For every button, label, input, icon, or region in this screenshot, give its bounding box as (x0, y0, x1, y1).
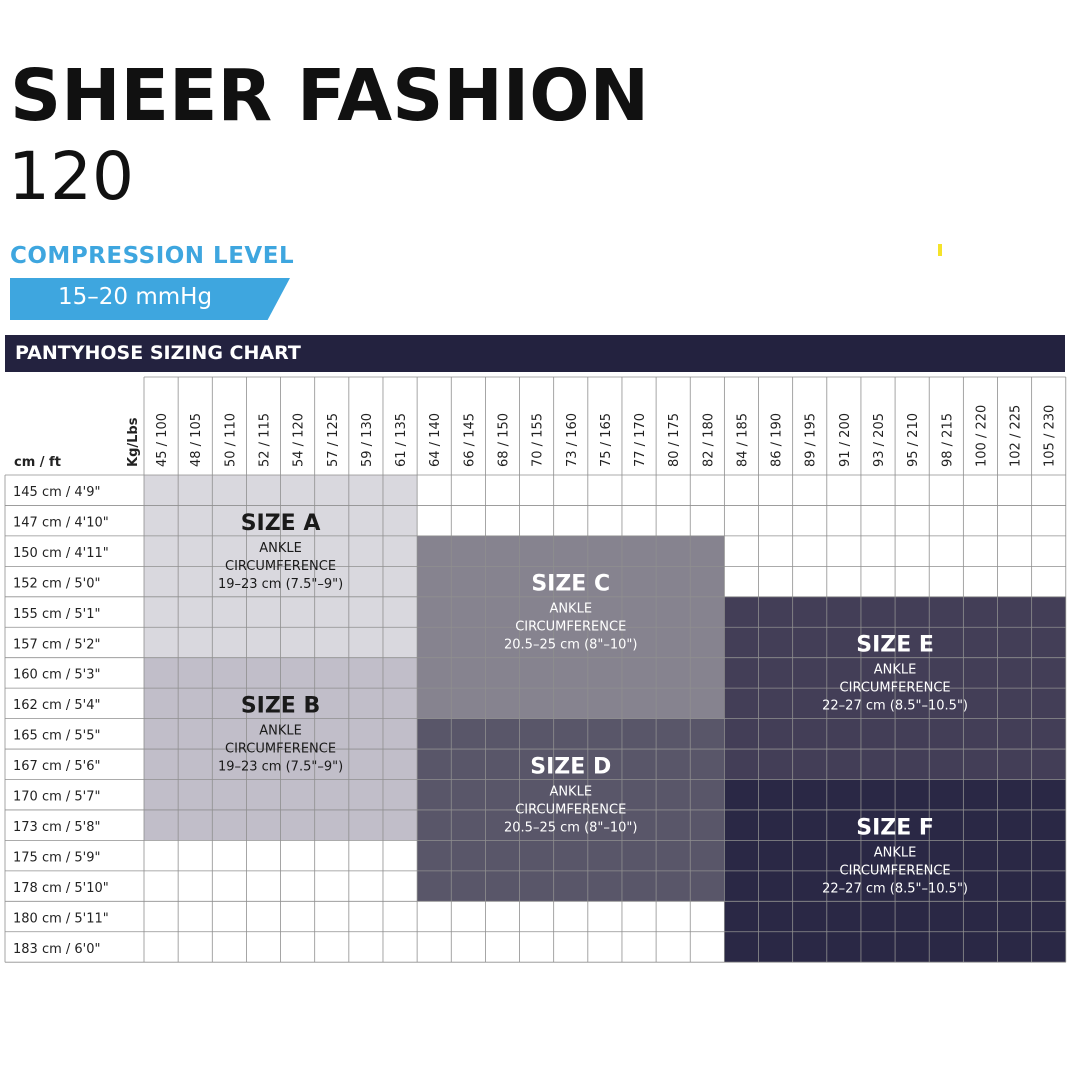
row-label: 150 cm / 4'11" (13, 546, 109, 561)
size-detail-label: CIRCUMFERENCE (840, 863, 951, 878)
compression-value: 15–20 mmHg (58, 284, 213, 310)
size-detail-label: ANKLE (549, 784, 592, 799)
column-header-label: 93 / 205 (872, 413, 887, 467)
size-name-label: SIZE D (530, 754, 611, 779)
column-header-label: 64 / 140 (428, 413, 443, 467)
column-header-label: 54 / 120 (292, 413, 307, 467)
product-number: 120 (8, 138, 134, 215)
size-name-label: SIZE A (241, 511, 321, 536)
row-label: 147 cm / 4'10" (13, 515, 109, 530)
column-header-label: 75 / 165 (599, 413, 614, 467)
column-header-label: 45 / 100 (155, 413, 170, 467)
row-label: 170 cm / 5'7" (13, 790, 101, 805)
column-header-label: 89 / 195 (804, 413, 819, 467)
column-header-label: 86 / 190 (770, 413, 785, 467)
size-detail-label: 20.5–25 cm (8"–10") (504, 638, 637, 653)
column-header-label: 66 / 145 (462, 413, 477, 467)
size-detail-label: CIRCUMFERENCE (515, 802, 626, 817)
column-header-label: 105 / 230 (1043, 405, 1058, 467)
column-header-label: 57 / 125 (326, 413, 341, 467)
row-label: 155 cm / 5'1" (13, 607, 101, 622)
size-detail-label: 20.5–25 cm (8"–10") (504, 820, 637, 835)
row-label: 175 cm / 5'9" (13, 850, 101, 865)
column-header-label: 82 / 180 (701, 413, 716, 467)
row-label: 178 cm / 5'10" (13, 881, 109, 896)
row-label: 183 cm / 6'0" (13, 942, 101, 957)
size-detail-label: ANKLE (259, 541, 302, 556)
column-header-label: 59 / 130 (360, 413, 375, 467)
column-header-label: 100 / 220 (974, 405, 989, 467)
column-header-label: 50 / 110 (223, 413, 238, 467)
column-header-label: 91 / 200 (838, 413, 853, 467)
size-detail-label: CIRCUMFERENCE (225, 559, 336, 574)
compression-badge: 15–20 mmHg (10, 278, 290, 320)
chart-title: PANTYHOSE SIZING CHART (15, 342, 301, 364)
size-detail-label: CIRCUMFERENCE (840, 681, 951, 696)
size-detail-label: 22–27 cm (8.5"–10.5") (822, 881, 968, 896)
row-label: 173 cm / 5'8" (13, 820, 101, 835)
row-label: 157 cm / 5'2" (13, 637, 101, 652)
column-header-title: Kg/Lbs (126, 417, 141, 467)
size-detail-label: ANKLE (549, 602, 592, 617)
column-header-label: 52 / 115 (257, 413, 272, 467)
row-header-title: cm / ft (14, 455, 61, 470)
size-detail-label: CIRCUMFERENCE (515, 620, 626, 635)
product-title: SHEER FASHION (10, 54, 649, 137)
column-header-label: 61 / 135 (394, 413, 409, 467)
size-name-label: SIZE B (241, 694, 320, 719)
row-label: 180 cm / 5'11" (13, 911, 109, 926)
decorative-mark (938, 244, 942, 256)
column-header-label: 70 / 155 (531, 413, 546, 467)
column-header-label: 102 / 225 (1009, 405, 1024, 467)
column-header-label: 95 / 210 (906, 413, 921, 467)
column-header-label: 77 / 170 (633, 413, 648, 467)
row-label: 167 cm / 5'6" (13, 759, 101, 774)
size-detail-label: 19–23 cm (7.5"–9") (218, 760, 343, 775)
size-detail-label: ANKLE (259, 724, 302, 739)
size-name-label: SIZE F (856, 815, 934, 840)
size-detail-label: 19–23 cm (7.5"–9") (218, 577, 343, 592)
compression-level-label: COMPRESSION LEVEL (10, 243, 295, 269)
chart-title-bar: PANTYHOSE SIZING CHART (5, 335, 1065, 372)
column-header-label: 80 / 175 (667, 413, 682, 467)
size-detail-label: ANKLE (874, 663, 917, 678)
grid-lines (4, 376, 1067, 963)
column-header-label: 73 / 160 (565, 413, 580, 467)
row-label: 145 cm / 4'9" (13, 485, 101, 500)
size-detail-label: ANKLE (874, 845, 917, 860)
size-name-label: SIZE E (856, 633, 934, 658)
column-header-label: 68 / 150 (496, 413, 511, 467)
column-header-label: 84 / 185 (735, 413, 750, 467)
column-header-label: 98 / 215 (940, 413, 955, 467)
row-label: 152 cm / 5'0" (13, 576, 101, 591)
row-label: 160 cm / 5'3" (13, 668, 101, 683)
size-detail-label: CIRCUMFERENCE (225, 742, 336, 757)
row-label: 165 cm / 5'5" (13, 729, 101, 744)
size-detail-label: 22–27 cm (8.5"–10.5") (822, 699, 968, 714)
row-label: 162 cm / 5'4" (13, 698, 101, 713)
size-name-label: SIZE C (531, 572, 610, 597)
column-header-label: 48 / 105 (189, 413, 204, 467)
